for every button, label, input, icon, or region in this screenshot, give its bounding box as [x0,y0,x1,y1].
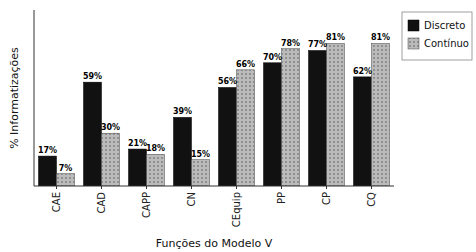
data-label: 81% [326,33,345,42]
x-axis-label: Funções do Modelo V [156,237,273,250]
data-labels: 17% 59% 21% 39% 56% 70% 77% 62% 7% 30% 18% 15% 66% 78… [38,33,390,172]
x-tick-label: CAE [51,192,62,212]
bar [372,43,390,186]
data-label: 62% [353,67,372,76]
bar [237,70,255,186]
x-tick [236,186,237,189]
chart-container: 17% 59% 21% 39% 56% 70% 77% 62% 7% 30% 18% 15% 66% 78… [0,0,476,252]
x-tick [281,186,282,189]
bars [39,43,390,186]
x-tick-label: CAPP [141,192,152,218]
legend-frame [402,12,472,60]
bar [219,87,237,186]
legend: Discreto Contínuo [402,12,472,60]
x-tick-label: CP [321,192,332,205]
y-axis-line [34,10,35,186]
x-tick [191,186,192,189]
bar [174,117,192,186]
legend-label: Discreto [424,20,465,31]
data-label: 7% [59,164,73,173]
bar [57,174,75,186]
x-axis-line [34,186,394,187]
legend-swatch [408,20,419,31]
data-label: 77% [308,40,327,49]
legend-label: Contínuo [424,38,469,49]
axes: CAE CAD CAPP CN CEquip PP CP CQ [34,10,394,227]
chart: 17% 59% 21% 39% 56% 70% 77% 62% 7% 30% 18% 15% 66% 78… [0,0,476,252]
y-axis-label: % Informatizações [8,47,21,149]
data-label: 18% [146,144,165,153]
x-tick [101,186,102,189]
data-label: 59% [83,72,102,81]
bar [282,49,300,186]
x-tick [56,186,57,189]
bar [354,77,372,186]
x-tick [371,186,372,189]
bar [192,160,210,186]
data-label: 17% [38,146,57,155]
bar [309,50,327,186]
bar [129,149,147,186]
bar [102,133,120,186]
data-label: 15% [191,150,210,159]
bar [147,154,165,186]
x-tick-label: CEquip [231,192,242,227]
x-tick-label: CQ [366,192,377,207]
bar [264,63,282,186]
x-tick [326,186,327,189]
data-label: 21% [128,139,147,148]
data-label: 70% [263,53,282,62]
x-tick-label: CN [186,192,197,206]
legend-swatch [408,38,419,49]
data-label: 66% [236,60,255,69]
bar [39,156,57,186]
bar [84,82,102,186]
x-tick-label: CAD [96,192,107,214]
data-label: 56% [218,77,237,86]
bar [327,43,345,186]
data-label: 39% [173,107,192,116]
data-label: 30% [101,123,120,132]
x-tick-label: PP [276,192,287,204]
data-label: 81% [371,33,390,42]
x-tick [146,186,147,189]
data-label: 78% [281,39,300,48]
